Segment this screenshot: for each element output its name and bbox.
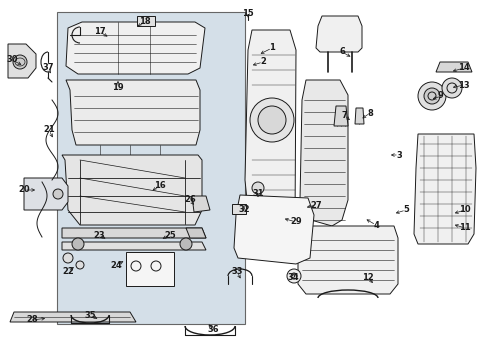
Circle shape [53,189,63,199]
Circle shape [286,269,301,283]
Text: 18: 18 [139,18,150,27]
Text: 32: 32 [238,206,249,215]
Polygon shape [333,106,347,126]
Circle shape [417,82,445,110]
Text: 17: 17 [94,27,105,36]
Circle shape [76,261,84,269]
Polygon shape [435,62,471,72]
Polygon shape [354,108,363,124]
Text: 25: 25 [164,230,176,239]
Text: 3: 3 [395,150,401,159]
Bar [231,204,245,214]
Circle shape [72,238,84,250]
Text: 9: 9 [437,91,443,100]
Circle shape [423,88,439,104]
Circle shape [441,78,461,98]
Text: 12: 12 [362,274,373,283]
Text: 1: 1 [268,44,274,53]
Text: 13: 13 [457,81,469,90]
Text: 6: 6 [338,48,344,57]
Text: 29: 29 [289,217,301,226]
Text: 15: 15 [242,9,253,18]
Circle shape [63,253,73,263]
Polygon shape [297,226,397,294]
Polygon shape [66,22,204,74]
Polygon shape [62,155,202,225]
Polygon shape [24,178,68,210]
Text: 34: 34 [286,274,298,283]
Text: 8: 8 [366,108,372,117]
Polygon shape [185,228,205,238]
Text: 19: 19 [112,84,123,93]
Text: 21: 21 [43,126,55,135]
Text: 4: 4 [372,220,378,230]
Text: 22: 22 [62,267,74,276]
Text: 11: 11 [458,224,470,233]
Polygon shape [234,195,313,264]
Polygon shape [315,16,361,52]
Polygon shape [413,134,475,244]
Text: 36: 36 [207,325,218,334]
Text: 23: 23 [93,230,104,239]
Bar [126,252,174,286]
Text: 24: 24 [110,261,122,270]
Text: 26: 26 [184,195,196,204]
Text: 7: 7 [341,111,346,120]
Text: 16: 16 [154,181,165,190]
Circle shape [249,98,293,142]
Text: 31: 31 [252,189,263,198]
Text: 10: 10 [458,206,470,215]
Text: 5: 5 [402,206,408,215]
Polygon shape [10,312,136,322]
Text: 20: 20 [18,185,30,194]
Circle shape [251,182,264,194]
Bar [57,12,244,324]
Polygon shape [299,80,347,226]
Polygon shape [62,242,205,250]
Circle shape [258,106,285,134]
Polygon shape [66,80,200,145]
Circle shape [180,238,192,250]
Polygon shape [8,44,36,78]
Text: 2: 2 [260,58,265,67]
Polygon shape [192,196,209,212]
Circle shape [13,55,27,69]
Polygon shape [244,30,295,232]
Text: 14: 14 [457,63,469,72]
Text: 33: 33 [231,267,242,276]
Text: 30: 30 [6,55,18,64]
Text: 28: 28 [26,315,38,324]
Text: 27: 27 [309,201,321,210]
Polygon shape [62,228,205,238]
Text: 37: 37 [42,63,54,72]
Bar [137,16,155,26]
Text: 35: 35 [84,310,96,320]
